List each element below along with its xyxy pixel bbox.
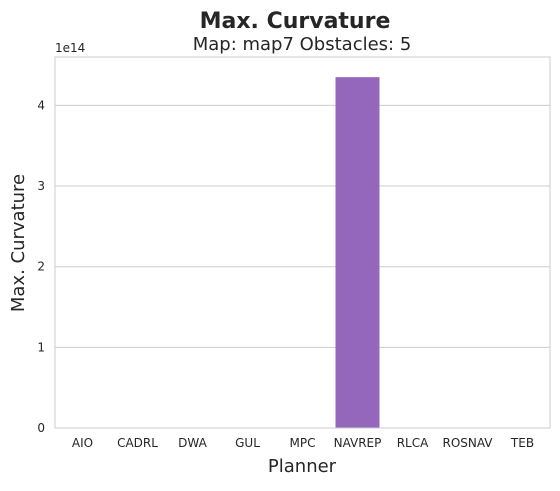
grid [55, 104, 550, 429]
x-tick-label: GUL [235, 436, 260, 450]
x-tick-labels: AIO CADRL DWA GUL MPC NAVREP RLCA ROSNAV TEB [72, 436, 534, 450]
y-tick-label: 2 [37, 260, 45, 274]
x-axis-label: Planner [268, 456, 337, 477]
y-tick-label: 3 [37, 179, 45, 193]
chart-subtitle: Map: map7 Obstacles: 5 [193, 34, 412, 55]
y-tick-label: 1 [37, 340, 45, 354]
y-tick-labels: 0 1 2 3 4 [37, 98, 45, 435]
x-tick-label: RLCA [397, 436, 429, 450]
y-offset-label: 1e14 [55, 41, 85, 55]
x-tick-label: MPC [290, 436, 316, 450]
bar-navrep [335, 77, 380, 429]
plot-frame [54, 56, 551, 429]
x-tick-label: TEB [510, 436, 534, 450]
x-tick-label: NAVREP [334, 436, 382, 450]
y-axis-label: Max. Curvature [8, 174, 29, 312]
chart-title: Max. Curvature [200, 9, 391, 34]
y-tick-label: 0 [37, 421, 45, 435]
x-tick-label: CADRL [117, 436, 158, 450]
x-tick-label: ROSNAV [442, 436, 493, 450]
x-tick-label: AIO [72, 436, 93, 450]
y-tick-label: 4 [37, 98, 45, 112]
x-tick-label: DWA [178, 436, 207, 450]
bars [335, 77, 380, 429]
